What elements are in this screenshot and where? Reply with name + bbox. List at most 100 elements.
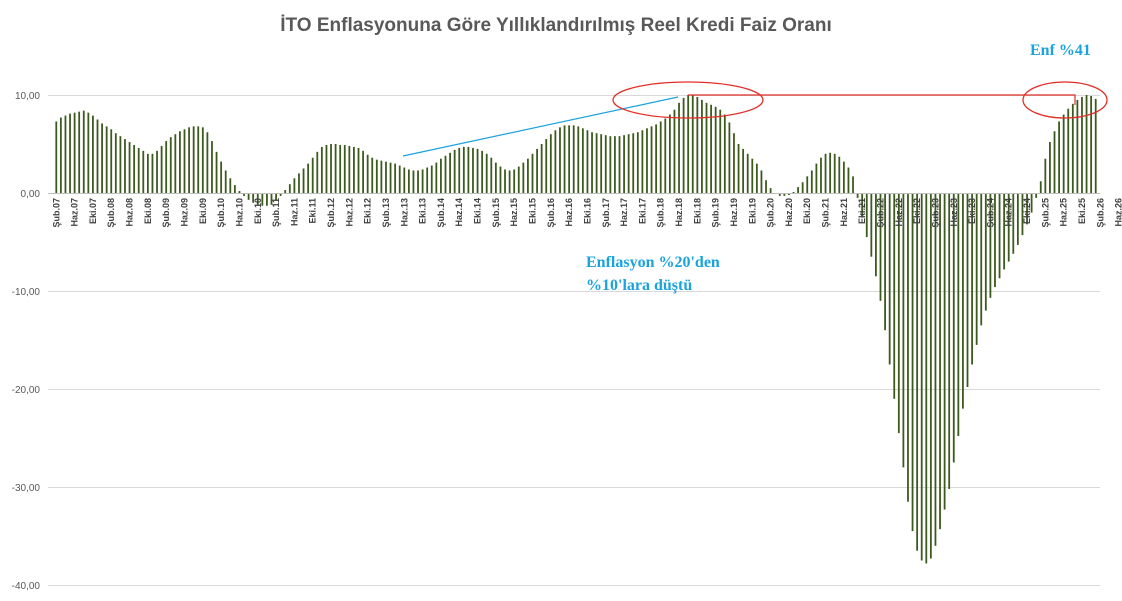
bar xyxy=(1016,193,1019,245)
x-tick-label: Haz.07 xyxy=(70,198,80,227)
bar xyxy=(934,193,937,546)
x-tick-label: Eki.10 xyxy=(253,198,263,224)
bar xyxy=(298,173,300,193)
bar xyxy=(911,193,914,532)
bar xyxy=(1026,193,1028,225)
bar xyxy=(861,193,864,218)
bar xyxy=(604,135,607,193)
x-tick-label: Haz.25 xyxy=(1059,198,1069,227)
bar xyxy=(243,193,245,196)
x-tick-label: Eki.23 xyxy=(967,198,977,224)
bar xyxy=(499,166,502,193)
bar xyxy=(78,111,81,193)
y-tick-label: -20,00 xyxy=(12,385,41,396)
x-tick-label: Haz.26 xyxy=(1114,198,1122,227)
bar xyxy=(458,147,461,193)
bar xyxy=(490,157,493,193)
bar xyxy=(875,193,877,277)
bar xyxy=(591,132,593,193)
bar xyxy=(64,115,67,193)
x-tick-label: Şub.09 xyxy=(161,198,171,228)
y-tick-label: -10,00 xyxy=(12,287,41,298)
bar xyxy=(1081,96,1083,193)
x-tick-label: Şub.08 xyxy=(106,198,116,228)
bar xyxy=(316,151,319,193)
bar xyxy=(737,144,740,193)
bar xyxy=(142,150,145,193)
x-tick-label: Eki.07 xyxy=(88,198,98,224)
bar xyxy=(481,150,484,193)
bar xyxy=(577,126,580,193)
bar xyxy=(124,139,126,193)
bar xyxy=(256,193,259,205)
y-tick-label: -40,00 xyxy=(12,581,41,592)
bar xyxy=(1003,193,1006,270)
bar xyxy=(522,162,525,193)
x-tick-label: Haz.22 xyxy=(894,198,904,227)
bar xyxy=(842,161,845,193)
bar xyxy=(792,192,795,193)
highlight-ellipse-2018 xyxy=(612,81,764,119)
x-tick-label: Haz.21 xyxy=(839,198,849,227)
x-tick-label: Şub.20 xyxy=(766,198,776,228)
bar xyxy=(833,153,836,193)
bar xyxy=(156,150,158,193)
x-tick-label: Haz.15 xyxy=(509,198,519,227)
x-axis-tick-labels: Şub.07 Haz.07 Eki.07 Şub.08 Haz.08 Eki.08 Şub.… xyxy=(51,198,1122,228)
bar xyxy=(55,121,58,193)
bar xyxy=(1090,95,1093,193)
bar xyxy=(527,158,529,193)
bar xyxy=(746,153,749,193)
bar xyxy=(600,134,603,193)
bar xyxy=(330,144,332,193)
bar xyxy=(1021,193,1024,236)
bar xyxy=(444,155,447,193)
bar xyxy=(975,193,978,345)
bar xyxy=(92,115,94,193)
bar xyxy=(755,163,758,193)
x-tick-label: Şub.15 xyxy=(491,198,501,228)
bar xyxy=(627,134,630,193)
bar xyxy=(714,106,717,193)
bar xyxy=(682,97,685,193)
bar xyxy=(494,162,497,193)
bar xyxy=(1012,193,1015,254)
bar xyxy=(884,193,886,331)
bar xyxy=(261,193,264,206)
bar xyxy=(614,136,616,193)
bar xyxy=(554,130,557,193)
bar xyxy=(192,126,195,193)
bar xyxy=(1039,181,1042,193)
bar xyxy=(829,152,832,193)
x-tick-label: Şub.24 xyxy=(985,198,995,228)
bar xyxy=(201,127,204,193)
x-tick-label: Şub.18 xyxy=(656,198,666,228)
bar xyxy=(105,126,108,193)
bar xyxy=(160,145,163,193)
x-tick-label: Eki.21 xyxy=(857,198,867,224)
bar xyxy=(623,135,625,193)
bar xyxy=(435,162,438,193)
x-tick-label: Haz.13 xyxy=(399,198,409,227)
x-tick-label: Şub.21 xyxy=(821,198,831,228)
x-tick-label: Eki.13 xyxy=(418,198,428,224)
x-tick-label: Şub.19 xyxy=(711,198,721,228)
bar xyxy=(540,144,543,193)
x-tick-label: Şub.22 xyxy=(876,198,886,228)
bar xyxy=(632,133,635,193)
bar xyxy=(856,193,859,198)
bar xyxy=(650,126,653,193)
bar xyxy=(73,112,76,193)
bar xyxy=(343,144,346,193)
bar xyxy=(69,113,71,193)
bar xyxy=(907,193,909,502)
bar xyxy=(1067,108,1070,193)
bar xyxy=(1053,131,1056,193)
bar xyxy=(1085,95,1088,193)
bar xyxy=(733,133,735,193)
bar xyxy=(952,193,955,463)
bar xyxy=(284,190,287,193)
bar xyxy=(920,193,923,561)
bar xyxy=(348,145,351,193)
bar xyxy=(325,144,328,193)
